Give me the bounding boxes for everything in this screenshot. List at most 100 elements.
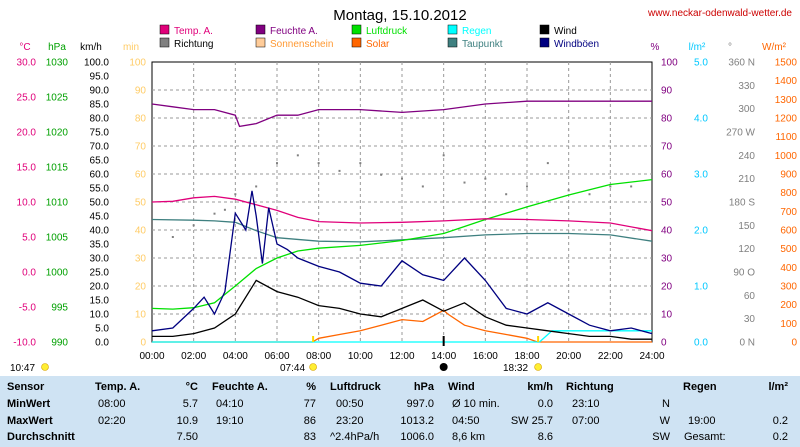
- sunrise-label: 07:44: [280, 363, 305, 374]
- row-max-hum: 86: [303, 415, 316, 427]
- row-min-wind-time: Ø 10 min.: [452, 398, 500, 410]
- axis-tick-4-4: 60: [661, 170, 673, 181]
- legend-label-6: Sonnenschein: [270, 39, 333, 50]
- row-max-wind-time: 04:50: [452, 415, 480, 427]
- axis-tick-7-1: 1400: [775, 76, 798, 87]
- row-avg-press-time: ^2.4hPa/h: [330, 431, 380, 443]
- legend-swatch-2: [351, 24, 362, 35]
- row-max-temp-time: 02:20: [98, 415, 126, 427]
- axis-tick-0-2: 20.0: [17, 128, 37, 139]
- axis-tick-4-2: 80: [661, 114, 673, 125]
- series-group: [151, 100, 653, 343]
- series-point-8-6: [255, 185, 258, 188]
- series-line-6: [152, 309, 652, 343]
- axis-tick-6-8: 120: [738, 244, 755, 255]
- series-point-8-12: [380, 173, 383, 176]
- website-link[interactable]: www.neckar-odenwald-wetter.de: [647, 8, 792, 19]
- series-line-2: [151, 178, 653, 310]
- axis-unit-3: min: [123, 42, 139, 53]
- axis-tick-2-3: 85.0: [90, 100, 110, 111]
- axes: °C 30.0 25.0 20.0 15.0 10.0 5.0 0.0 -5.0 -10.0 hPa…: [13, 42, 797, 349]
- axis-unit-7: W/m²: [762, 42, 787, 53]
- series-line-5: [152, 279, 652, 340]
- row-avg-wind-time: 8,6 km: [452, 431, 486, 443]
- axis-tick-0-8: -10.0: [13, 338, 36, 349]
- axis-tick-5-5: 0.0: [694, 338, 708, 349]
- series-point-8-23: [609, 185, 612, 188]
- axis-tick-2-1: 95.0: [90, 72, 110, 83]
- axis-tick-6-1: 330: [738, 81, 755, 92]
- axis-tick-2-6: 70.0: [90, 142, 110, 153]
- series-point-8-7: [276, 162, 278, 165]
- series-point-8-4: [223, 208, 226, 211]
- axis-tick-2-2: 90.0: [90, 86, 110, 97]
- axis-tick-4-1: 90: [661, 86, 673, 97]
- axis-tick-2-15: 25.0: [90, 268, 110, 279]
- row-min-press: 997.0: [406, 398, 434, 410]
- legend-label-0: Temp. A.: [174, 26, 213, 37]
- legend: Temp. A. Feuchte A. Luftdruck Regen Wind Rich…: [159, 24, 599, 50]
- axis-tick-6-6: 180 S: [729, 198, 755, 209]
- row-max-rain-time: 19:00: [688, 415, 716, 427]
- axis-tick-0-0: 30.0: [17, 58, 37, 69]
- axis-tick-2-8: 60.0: [90, 170, 110, 181]
- x-tick-10: 20:00: [556, 351, 581, 362]
- legend-label-5: Richtung: [174, 39, 213, 50]
- axis-tick-0-7: -5.0: [19, 303, 37, 314]
- hdr-sensor: Sensor: [7, 381, 45, 393]
- axis-tick-6-5: 210: [738, 174, 755, 185]
- axis-tick-2-5: 75.0: [90, 128, 110, 139]
- axis-tick-4-3: 70: [661, 142, 673, 153]
- row-min-press-time: 00:50: [336, 398, 364, 410]
- series-point-8-2: [192, 224, 195, 227]
- row-max-wind: SW 25.7: [510, 415, 553, 427]
- row-min-temp: 5.7: [182, 398, 198, 410]
- legend-swatch-8: [447, 37, 458, 48]
- axis-tick-4-0: 100: [661, 58, 678, 69]
- axis-tick-3-5: 50: [135, 198, 147, 209]
- axis-tick-7-0: 1500: [775, 58, 798, 69]
- legend-swatch-0: [159, 24, 170, 35]
- axis-tick-3-6: 40: [135, 226, 147, 237]
- axis-tick-4-5: 50: [661, 198, 673, 209]
- row-max-press: 1013.2: [400, 415, 434, 427]
- axis-tick-2-9: 55.0: [90, 184, 110, 195]
- series-point-8-10: [338, 169, 341, 172]
- axis-tick-6-9: 90 O: [733, 268, 755, 279]
- axis-tick-1-1: 1025: [46, 93, 69, 104]
- axis-tick-4-7: 30: [661, 254, 673, 265]
- x-tick-3: 06:00: [264, 351, 289, 362]
- legend-swatch-5: [159, 37, 170, 48]
- x-tick-2: 04:00: [223, 351, 248, 362]
- axis-tick-2-7: 65.0: [90, 156, 110, 167]
- legend-swatch-9: [539, 37, 550, 48]
- axis-tick-7-14: 100: [780, 319, 797, 330]
- series-point-8-5: [234, 193, 237, 196]
- x-axis: 00:00 02:00 04:00 06:00 08:00 10:00 12:00 14:00…: [139, 351, 664, 362]
- series-point-8-1: [171, 236, 174, 238]
- row-min-hum-time: 04:10: [216, 398, 244, 410]
- row-avg-rain: 0.2: [772, 431, 788, 443]
- axis-tick-3-1: 90: [135, 86, 147, 97]
- hdr-temp-unit: °C: [185, 381, 198, 393]
- series-point-8-15: [442, 154, 445, 157]
- axis-tick-2-4: 80.0: [90, 114, 110, 125]
- legend-label-3: Regen: [462, 26, 491, 37]
- hdr-hum-unit: %: [306, 381, 316, 393]
- axis-tick-4-8: 20: [661, 282, 673, 293]
- sunset-label: 18:32: [503, 363, 528, 374]
- series-point-8-0: [151, 232, 153, 235]
- series-point-8-22: [588, 193, 591, 196]
- axis-tick-4-10: 0: [661, 338, 667, 349]
- axis-tick-2-17: 15.0: [90, 296, 110, 307]
- row-min-label: MinWert: [7, 398, 51, 410]
- series-line-3: [151, 218, 653, 243]
- axis-tick-2-0: 100.0: [84, 58, 109, 69]
- sun-icon-1: [534, 363, 542, 371]
- hdr-hum: Feuchte A.: [212, 381, 268, 393]
- axis-tick-7-10: 500: [780, 244, 797, 255]
- axis-tick-1-8: 990: [51, 338, 68, 349]
- axis-tick-2-19: 5.0: [95, 324, 109, 335]
- x-tick-11: 22:00: [598, 351, 623, 362]
- row-min-dir-time: 23:10: [572, 398, 600, 410]
